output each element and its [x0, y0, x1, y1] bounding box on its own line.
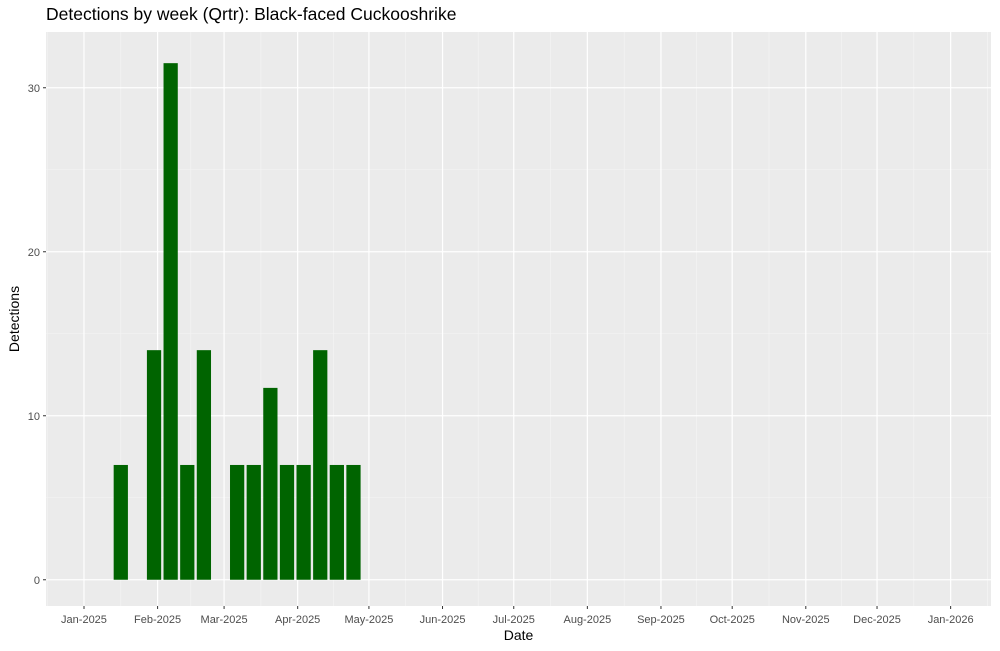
- x-tick-label: May-2025: [344, 614, 393, 626]
- x-tick-label: Nov-2025: [782, 614, 830, 626]
- x-tick-label: Oct-2025: [710, 614, 755, 626]
- x-tick-label: Jan-2026: [928, 614, 974, 626]
- bar: [196, 350, 212, 580]
- bar: [180, 464, 195, 580]
- x-axis-label: Date: [504, 627, 534, 643]
- bar: [346, 464, 361, 580]
- x-tick-label: Jul-2025: [493, 614, 535, 626]
- x-tick-label: Apr-2025: [275, 614, 320, 626]
- bar: [296, 464, 311, 580]
- y-tick-label: 10: [28, 411, 40, 423]
- x-tick-label: Sep-2025: [637, 614, 685, 626]
- bar: [263, 387, 278, 580]
- chart-title: Detections by week (Qrtr): Black-faced C…: [46, 4, 457, 24]
- bar: [163, 63, 178, 580]
- bar: [113, 464, 128, 580]
- y-axis: 0 10 20 30: [28, 83, 46, 587]
- x-tick-label: Dec-2025: [853, 614, 901, 626]
- y-tick-label: 30: [28, 83, 40, 95]
- bars: [113, 63, 361, 580]
- x-tick-label: Feb-2025: [134, 614, 181, 626]
- bar: [279, 464, 295, 580]
- y-axis-label: Detections: [6, 286, 22, 352]
- bar: [329, 464, 344, 580]
- bar: [246, 464, 261, 580]
- bar: [230, 464, 245, 580]
- x-tick-label: Aug-2025: [563, 614, 611, 626]
- minor-gridlines: [46, 32, 991, 606]
- x-tick-label: Mar-2025: [201, 614, 248, 626]
- x-tick-label: Jun-2025: [420, 614, 466, 626]
- bar: [313, 350, 328, 580]
- y-tick-label: 20: [28, 247, 40, 259]
- major-gridlines: [46, 32, 991, 606]
- x-tick-label: Jan-2025: [61, 614, 107, 626]
- x-axis: Jan-2025 Feb-2025 Mar-2025 Apr-2025 May-2025…: [61, 606, 974, 626]
- bar: [146, 350, 162, 580]
- y-tick-label: 0: [34, 575, 40, 587]
